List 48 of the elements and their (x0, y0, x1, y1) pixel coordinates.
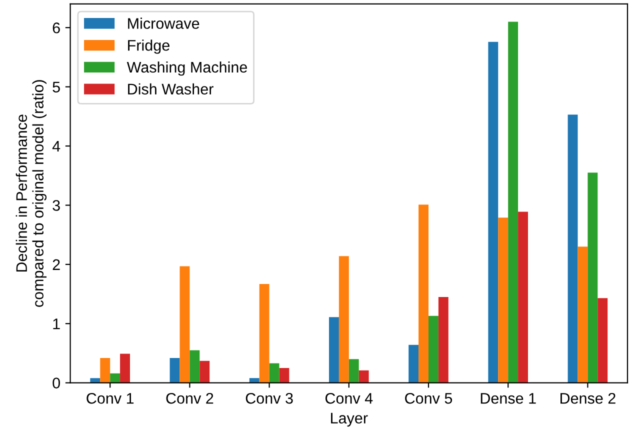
bar (110, 373, 120, 383)
bar (328, 317, 339, 383)
bar (348, 359, 359, 383)
bar (428, 316, 438, 383)
bar (598, 298, 608, 383)
y-tick-label: 6 (52, 22, 60, 34)
bar (578, 246, 588, 383)
bar (120, 354, 130, 383)
bar (200, 360, 210, 383)
legend-label: Dish Washer (128, 83, 214, 95)
bar (568, 114, 578, 383)
legend-label: Microwave (128, 18, 200, 29)
bar (358, 370, 369, 383)
bar (259, 284, 270, 383)
x-tick-label: Conv 5 (405, 392, 452, 404)
bar (100, 358, 110, 383)
bar (338, 256, 349, 383)
y-tick-label: 1 (53, 318, 60, 330)
bar (508, 22, 518, 383)
bar (90, 378, 100, 383)
bar (518, 212, 528, 383)
bar (438, 296, 448, 383)
x-axis-title: Layer (331, 412, 368, 427)
y-tick-label: 5 (52, 82, 60, 92)
bar (190, 350, 200, 383)
x-tick-label: Conv 3 (246, 392, 293, 404)
bar (498, 218, 508, 383)
bar (279, 368, 290, 383)
legend-label: Fridge (128, 40, 170, 54)
y-tick-label: 2 (52, 259, 60, 270)
x-tick-label: Dense 1 (480, 393, 536, 404)
bar (170, 358, 180, 383)
x-tick-label: Conv 1 (86, 392, 134, 404)
x-tick-label: Dense 2 (560, 392, 616, 404)
bar (180, 266, 190, 383)
y-axis-title: Decline in Performance compared to original model (ratio) (16, 80, 47, 307)
bar (588, 172, 598, 383)
x-tick-label: Conv 2 (166, 392, 214, 404)
x-tick-label: Conv 4 (325, 392, 373, 404)
y-tick-label: 0 (52, 378, 60, 388)
y-tick-label: 3 (52, 200, 60, 211)
bar (249, 378, 260, 383)
y-tick-label: 4 (52, 141, 60, 152)
bar (418, 204, 428, 383)
bar (488, 42, 498, 383)
bar (408, 344, 419, 383)
legend-label: Washing Machine (126, 61, 247, 76)
bar (269, 363, 280, 383)
